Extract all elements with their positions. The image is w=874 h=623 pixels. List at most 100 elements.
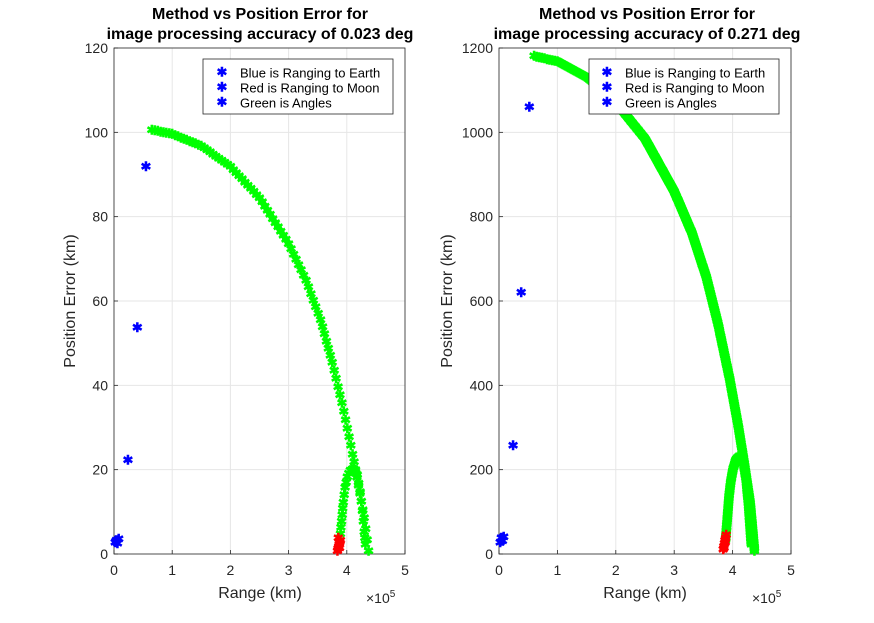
left-angles-point: ✱ <box>350 462 361 477</box>
right-angles-point: ✱ <box>561 59 572 74</box>
right-angles-point: ✱ <box>644 139 655 154</box>
right-angles-point: ✱ <box>625 114 636 129</box>
left-angles-point: ✱ <box>242 178 253 193</box>
right-angles-point: ✱ <box>741 474 752 489</box>
right-angles-point: ✱ <box>661 169 672 184</box>
right-angles-point: ✱ <box>740 470 751 485</box>
right-angles-point: ✱ <box>708 299 719 314</box>
right-angles-point: ✱ <box>720 353 731 368</box>
right-angles-point: ✱ <box>692 244 703 259</box>
left-x-tick-label: 3 <box>285 562 293 578</box>
right-angles-point: ✱ <box>718 340 729 355</box>
right-angles-point: ✱ <box>544 52 555 67</box>
right-angles-point: ✱ <box>722 516 733 531</box>
right-angles-point: ✱ <box>691 240 702 255</box>
right-angles-point: ✱ <box>720 533 731 548</box>
right-angles-point: ✱ <box>724 486 735 501</box>
left-angles-point: ✱ <box>210 149 221 164</box>
right-angles-point: ✱ <box>721 520 732 535</box>
right-y-tick-label: 1000 <box>462 124 493 140</box>
right-angles-point: ✱ <box>722 508 733 523</box>
right-angles-point: ✱ <box>724 372 735 387</box>
right-angles-point: ✱ <box>676 200 687 215</box>
right-angles-point: ✱ <box>721 522 732 537</box>
left-angles-point: ✱ <box>362 532 373 547</box>
right-angles-point: ✱ <box>696 256 707 271</box>
right-angles-point: ✱ <box>695 251 706 266</box>
right-angles-point: ✱ <box>744 517 755 532</box>
left-angles-point: ✱ <box>340 412 351 427</box>
right-ranging-moon-point: ✱ <box>719 540 730 555</box>
right-angles-point: ✱ <box>719 347 730 362</box>
right-angles-point: ✱ <box>744 504 755 519</box>
right-angles-point: ✱ <box>653 156 664 171</box>
right-angles-point: ✱ <box>690 237 701 252</box>
right-angles-point: ✱ <box>743 496 754 511</box>
right-angles-point: ✱ <box>721 358 732 373</box>
right-angles-point: ✱ <box>710 308 721 323</box>
right-angles-point: ✱ <box>747 523 758 538</box>
right-angles-point: ✱ <box>707 293 718 308</box>
left-x-tick-label: 1 <box>168 562 176 578</box>
right-angles-point: ✱ <box>681 214 692 229</box>
right-angles-point: ✱ <box>712 314 723 329</box>
right-angles-point: ✱ <box>734 425 745 440</box>
right-angles-point: ✱ <box>732 451 743 466</box>
left-angles-point: ✱ <box>356 494 367 509</box>
left-angles-point: ✱ <box>337 507 348 522</box>
right-angles-point: ✱ <box>742 483 753 498</box>
right-angles-point: ✱ <box>745 524 756 539</box>
right-angles-point: ✱ <box>741 473 752 488</box>
right-angles-point: ✱ <box>730 401 741 416</box>
right-angles-point: ✱ <box>725 476 736 491</box>
right-angles-point: ✱ <box>724 484 735 499</box>
left-angles-point: ✱ <box>158 125 169 140</box>
right-angles-point: ✱ <box>733 450 744 465</box>
right-angles-point: ✱ <box>739 460 750 475</box>
left-angles-point: ✱ <box>288 247 299 262</box>
right-angles-point: ✱ <box>745 495 756 510</box>
right-angles-point: ✱ <box>746 506 757 521</box>
right-angles-point: ✱ <box>557 57 568 72</box>
right-angles-point: ✱ <box>748 537 759 552</box>
right-angles-point: ✱ <box>681 213 692 228</box>
right-angles-point: ✱ <box>687 227 698 242</box>
right-angles-point: ✱ <box>723 364 734 379</box>
right-angles-point: ✱ <box>721 518 732 533</box>
right-angles-point: ✱ <box>721 527 732 542</box>
right-angles-point: ✱ <box>581 70 592 85</box>
right-angles-point: ✱ <box>728 394 739 409</box>
right-angles-point: ✱ <box>582 71 593 86</box>
right-angles-point: ✱ <box>746 510 757 525</box>
right-subplot: Method vs Position Error for image proce… <box>439 6 800 606</box>
right-angles-point: ✱ <box>691 239 702 254</box>
right-angles-point: ✱ <box>717 338 728 353</box>
left-angles-point: ✱ <box>254 190 265 205</box>
right-angles-point: ✱ <box>716 334 727 349</box>
right-angles-point: ✱ <box>659 167 670 182</box>
right-angles-point: ✱ <box>549 54 560 69</box>
right-x-axis-label: Range (km) <box>603 585 687 602</box>
right-angles-point: ✱ <box>723 501 734 516</box>
left-ranging-moon-point: ✱ <box>334 535 345 550</box>
right-angles-point: ✱ <box>741 475 752 490</box>
right-angles-point: ✱ <box>747 525 758 540</box>
right-angles-point: ✱ <box>723 493 734 508</box>
left-y-tick-label: 20 <box>92 462 108 478</box>
left-x-axis-label: Range (km) <box>218 585 302 602</box>
right-angles-point: ✱ <box>728 459 739 474</box>
right-angles-point: ✱ <box>714 325 725 340</box>
right-angles-point: ✱ <box>650 150 661 165</box>
left-angles-point: ✱ <box>298 268 309 283</box>
left-angles-point: ✱ <box>345 463 356 478</box>
right-angles-point: ✱ <box>622 109 633 124</box>
right-angles-point: ✱ <box>731 410 742 425</box>
left-angles-point: ✱ <box>353 476 364 491</box>
right-angles-point: ✱ <box>718 343 729 358</box>
left-angles-point: ✱ <box>352 470 363 485</box>
left-angles-point: ✱ <box>257 195 268 210</box>
right-angles-point: ✱ <box>744 494 755 509</box>
left-angles-point: ✱ <box>267 211 278 226</box>
right-angles-point: ✱ <box>743 494 754 509</box>
right-angles-point: ✱ <box>721 528 732 543</box>
